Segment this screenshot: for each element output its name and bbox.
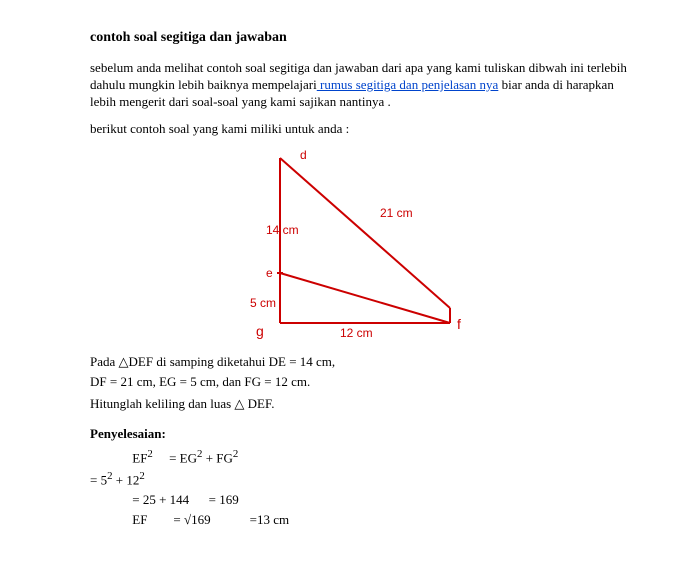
- sup-2c: 2: [233, 448, 238, 460]
- problem-line-1: Pada △DEF di samping diketahui DE = 14 c…: [90, 354, 630, 370]
- calc-line-2: = 52 + 122: [90, 470, 630, 488]
- label-df: 21 cm: [380, 206, 413, 220]
- label-e: e: [266, 266, 273, 280]
- calc-12: + 12: [113, 472, 140, 487]
- intro-paragraph: sebelum anda melihat contoh soal segitig…: [90, 60, 630, 111]
- calc-line-3: = 25 + 144 = 169: [90, 492, 630, 508]
- solution-heading: Penyelesaian:: [90, 426, 630, 442]
- sup-2e: 2: [139, 470, 144, 482]
- label-d: d: [300, 148, 307, 162]
- intro-paragraph-2: berikut contoh soal yang kami miliki unt…: [90, 121, 630, 138]
- calc-ef2: EF: [132, 512, 147, 527]
- label-g: g: [256, 323, 264, 339]
- calc-root: = √169: [173, 512, 210, 527]
- problem-line-2: DF = 21 cm, EG = 5 cm, dan FG = 12 cm.: [90, 374, 630, 390]
- calc-169: = 169: [209, 492, 239, 507]
- calc-13cm: =13 cm: [250, 512, 289, 527]
- page-title: contoh soal segitiga dan jawaban: [90, 30, 630, 46]
- label-eg: 5 cm: [250, 296, 276, 310]
- calc-ef: EF: [132, 450, 147, 465]
- calc-sum: = 25 + 144: [132, 492, 189, 507]
- calc-eg: = EG: [169, 450, 197, 465]
- sup-2: 2: [147, 448, 152, 460]
- calc-line-4: EF = √169 =13 cm: [90, 512, 630, 528]
- triangle-svg: [230, 148, 490, 348]
- problem-line-3: Hitunglah keliling dan luas △ DEF.: [90, 396, 630, 412]
- calc-fg: + FG: [202, 450, 232, 465]
- triangle-diagram: d g f e 14 cm 21 cm 5 cm 12 cm: [230, 148, 490, 348]
- label-de: 14 cm: [266, 223, 299, 237]
- calc-5: = 5: [90, 472, 107, 487]
- label-f: f: [457, 316, 461, 332]
- label-gf: 12 cm: [340, 326, 373, 340]
- document-page: contoh soal segitiga dan jawaban sebelum…: [0, 0, 700, 528]
- formula-link[interactable]: rumus segitiga dan penjelasan nya: [317, 77, 499, 92]
- calc-line-1: EF2 = EG2 + FG2: [90, 448, 630, 466]
